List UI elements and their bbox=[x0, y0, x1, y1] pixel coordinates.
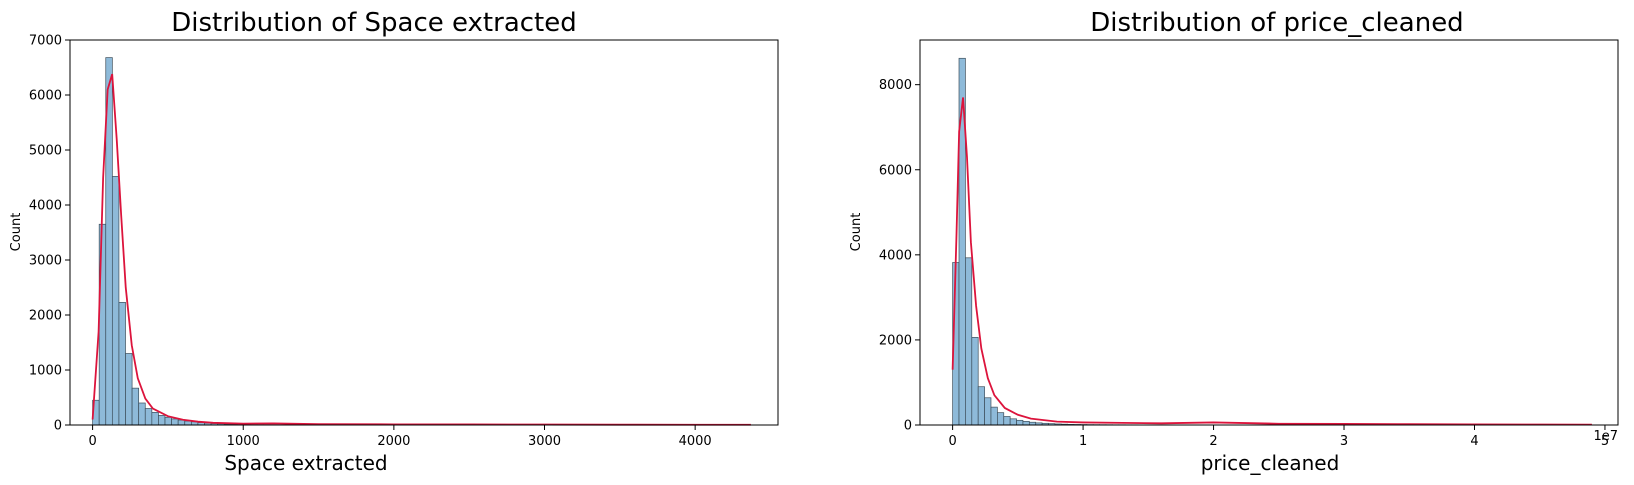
histogram-bar bbox=[1022, 421, 1030, 426]
x-tick-label: 2000 bbox=[377, 434, 410, 449]
y-tick-label: 0 bbox=[54, 419, 62, 434]
histogram-bar bbox=[1009, 418, 1017, 426]
axes-frame bbox=[919, 39, 1619, 426]
price-cleaned-histogram: Distribution of price_cleaned 0 1 2 3 4 5 0 20… bbox=[849, 8, 1619, 475]
y-tick-label: 5000 bbox=[29, 144, 62, 159]
x-axis-ticks: 0 1 2 3 4 5 bbox=[948, 425, 1609, 449]
histogram-bar bbox=[184, 420, 192, 426]
histogram-bar bbox=[977, 386, 985, 426]
y-tick-label: 6000 bbox=[29, 89, 62, 104]
x-axis-offset: 1e7 bbox=[1593, 429, 1618, 444]
histogram-bar bbox=[158, 415, 166, 426]
y-tick-label: 6000 bbox=[879, 163, 912, 178]
histogram-bar bbox=[1003, 416, 1011, 426]
x-axis-label: price_cleaned bbox=[1201, 451, 1340, 475]
x-tick-label: 0 bbox=[948, 434, 956, 449]
histogram-bar bbox=[111, 176, 120, 426]
x-tick-label: 1 bbox=[1079, 434, 1087, 449]
y-tick-label: 2000 bbox=[879, 333, 912, 348]
x-tick-label: 3000 bbox=[528, 434, 561, 449]
y-tick-label: 4000 bbox=[29, 199, 62, 214]
y-axis-ticks: 0 2000 4000 6000 8000 bbox=[879, 78, 920, 434]
histogram-bar bbox=[984, 397, 992, 426]
histogram-bar bbox=[125, 353, 133, 426]
y-tick-label: 3000 bbox=[29, 254, 62, 269]
y-tick-label: 8000 bbox=[879, 78, 912, 93]
y-tick-label: 1000 bbox=[29, 364, 62, 379]
chart-title: Distribution of price_cleaned bbox=[1090, 8, 1463, 38]
histogram-bar bbox=[164, 416, 172, 426]
histogram-bar bbox=[118, 302, 126, 426]
histogram-bar bbox=[131, 387, 140, 426]
kde-curve bbox=[91, 73, 751, 426]
y-tick-label: 7000 bbox=[29, 34, 62, 49]
y-tick-label: 2000 bbox=[29, 309, 62, 324]
histogram-bar bbox=[990, 406, 998, 426]
x-tick-label: 4 bbox=[1470, 434, 1478, 449]
y-axis-label: Count bbox=[849, 213, 864, 252]
histogram-bars bbox=[92, 57, 752, 426]
x-tick-label: 2 bbox=[1209, 434, 1217, 449]
histogram-bar bbox=[144, 408, 153, 426]
x-tick-label: 1000 bbox=[227, 434, 260, 449]
histogram-bar bbox=[151, 412, 159, 426]
y-axis-ticks: 0 1000 2000 3000 4000 5000 6000 7000 bbox=[29, 34, 70, 434]
histogram-bar bbox=[997, 412, 1005, 426]
chart-title: Distribution of Space extracted bbox=[171, 8, 577, 38]
histogram-bar bbox=[1016, 419, 1024, 426]
kde-curve bbox=[951, 97, 1592, 426]
histogram-bar bbox=[138, 402, 146, 426]
histogram-bar bbox=[971, 337, 979, 426]
x-tick-label: 3 bbox=[1340, 434, 1348, 449]
space-extracted-histogram: Distribution of Space extracted 0 1000 200… bbox=[9, 8, 779, 475]
y-tick-label: 0 bbox=[904, 419, 912, 434]
histogram-bars bbox=[952, 57, 1593, 426]
x-tick-label: 5 bbox=[1601, 434, 1609, 449]
y-axis-label: Count bbox=[9, 213, 24, 252]
y-tick-label: 4000 bbox=[879, 248, 912, 263]
x-tick-label: 0 bbox=[88, 434, 96, 449]
histogram-bar bbox=[177, 419, 186, 426]
x-axis-ticks: 0 1000 2000 3000 4000 bbox=[88, 425, 712, 449]
histogram-bar bbox=[171, 418, 179, 426]
axes-frame bbox=[69, 39, 779, 426]
x-tick-label: 4000 bbox=[679, 434, 712, 449]
histogram-bar bbox=[965, 257, 973, 426]
x-axis-label: Space extracted bbox=[224, 451, 387, 475]
